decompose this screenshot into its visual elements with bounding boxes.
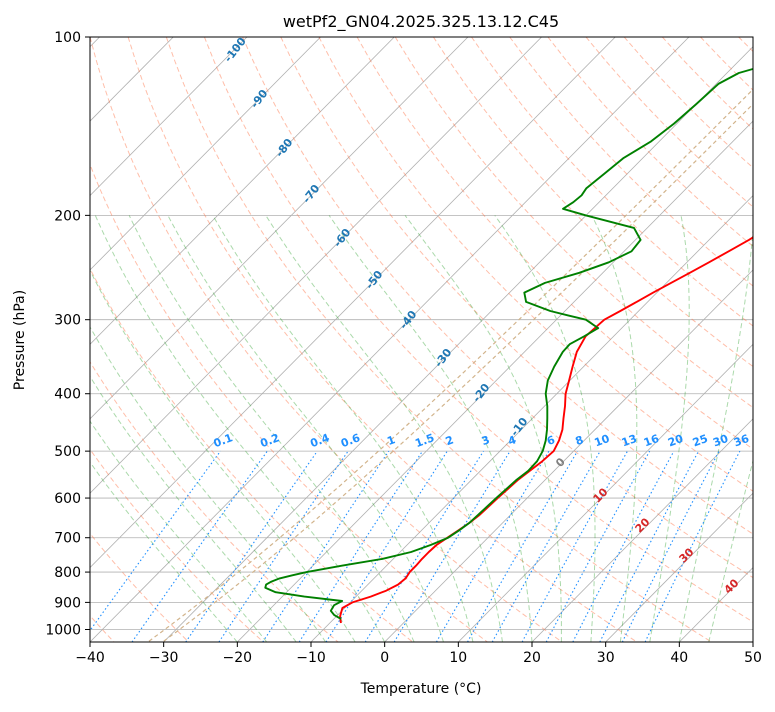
x-tick-label: −10 <box>296 650 326 666</box>
x-tick-label: 20 <box>523 650 541 666</box>
x-axis-label: Temperature (°C) <box>360 681 482 697</box>
y-tick-label: 300 <box>54 313 81 329</box>
x-tick-label: −40 <box>75 650 105 666</box>
x-tick-label: 30 <box>597 650 615 666</box>
x-tick-label: 10 <box>449 650 467 666</box>
x-tick-label: 0 <box>380 650 389 666</box>
y-tick-label: 200 <box>54 208 81 224</box>
y-tick-label: 900 <box>54 595 81 611</box>
y-tick-label: 1000 <box>45 623 81 639</box>
y-axis-label: Pressure (hPa) <box>12 290 28 390</box>
y-tick-label: 400 <box>54 387 81 403</box>
y-tick-label: 800 <box>54 565 81 581</box>
y-tick-label: 500 <box>54 444 81 460</box>
y-tick-label: 700 <box>54 531 81 547</box>
x-tick-label: 40 <box>670 650 688 666</box>
chart-title: wetPf2_GN04.2025.325.13.12.C45 <box>283 12 559 32</box>
x-tick-label: −20 <box>223 650 253 666</box>
y-tick-label: 100 <box>54 30 81 46</box>
x-tick-label: −30 <box>149 650 179 666</box>
x-tick-label: 50 <box>744 650 762 666</box>
y-tick-label: 600 <box>54 491 81 507</box>
